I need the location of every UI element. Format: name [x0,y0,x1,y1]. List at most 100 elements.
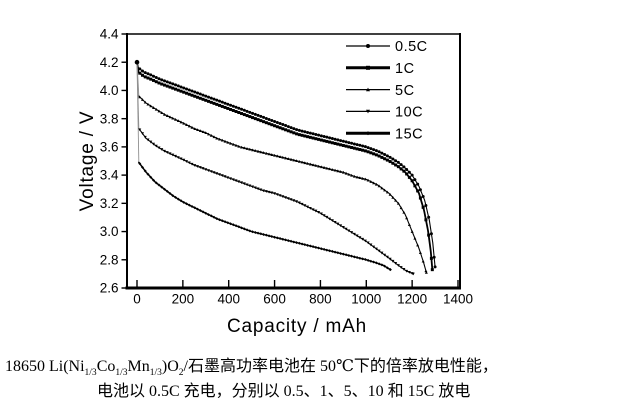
data-marker [319,165,323,169]
data-marker [355,147,359,151]
data-marker [143,75,147,79]
data-marker [168,85,172,89]
series-curve-5c [136,62,428,274]
data-marker [405,269,409,273]
data-marker [333,168,337,172]
data-marker [278,126,282,130]
data-marker [248,115,252,119]
data-marker [284,128,288,132]
data-marker [388,268,392,272]
data-marker [284,156,288,160]
x-tick-label: 0 [133,292,141,307]
data-marker [154,80,158,84]
data-marker [218,103,222,107]
data-marker [352,174,356,178]
data-marker [201,167,205,170]
legend-entry-0.5c: 0.5C [346,39,427,55]
legend-marker [366,44,370,48]
data-marker [226,106,230,110]
data-marker [201,210,205,214]
data-marker [207,213,211,217]
data-marker [196,91,200,95]
data-marker [237,225,241,229]
data-marker [256,113,260,117]
data-marker [193,164,197,167]
data-marker [317,137,321,141]
data-marker [380,186,384,190]
data-marker [289,130,293,134]
data-marker [355,143,359,147]
data-marker [391,157,395,161]
data-marker [174,195,178,199]
data-marker [198,209,202,212]
data-marker [138,71,142,75]
data-marker [160,185,164,189]
data-marker [300,133,304,137]
data-marker [303,243,307,247]
data-marker [325,215,329,219]
data-marker [152,78,156,82]
legend-marker [366,109,370,114]
data-marker [168,152,172,156]
x-tick-label: 1000 [351,292,381,307]
data-marker [179,157,183,161]
data-marker [341,226,345,229]
data-marker [201,130,205,134]
data-marker [374,261,378,265]
data-marker [223,220,227,224]
y-tick-label: 3.4 [100,168,119,183]
data-marker [374,182,378,186]
data-marker [231,178,235,182]
data-marker [297,133,301,137]
data-marker [259,119,263,123]
data-marker [369,180,373,183]
data-marker [418,196,422,200]
data-marker [275,125,279,129]
data-marker [433,265,437,269]
data-marker [141,73,144,77]
data-marker [138,128,142,132]
legend-entry-10c: 10C [346,105,423,121]
data-marker [383,264,387,268]
data-marker [149,73,153,77]
data-marker [410,173,414,177]
data-marker [209,214,213,218]
data-marker [430,268,434,272]
data-marker [229,222,233,226]
data-marker [330,249,334,253]
data-marker [267,122,271,126]
data-marker [146,172,150,176]
data-marker [399,206,403,210]
data-marker [405,216,409,220]
data-marker [163,187,167,191]
data-marker [264,233,268,237]
data-marker [185,160,189,163]
data-marker [182,158,186,162]
data-marker [193,90,197,94]
data-marker [391,195,395,199]
data-marker [273,192,277,195]
data-marker [347,253,351,257]
data-marker [240,181,244,185]
data-marker [207,132,211,136]
data-marker [341,143,345,147]
data-marker [418,251,422,254]
data-marker [190,125,194,129]
data-marker [306,243,310,247]
data-marker [152,178,156,182]
data-marker [361,257,365,261]
data-marker [388,257,392,261]
data-marker [270,118,274,122]
caption-text-segment: )O [161,358,179,375]
data-marker [157,77,161,81]
data-marker [325,248,329,252]
data-marker [149,104,153,108]
data-marker [333,137,337,141]
data-marker [165,151,169,154]
data-marker [319,134,323,138]
data-marker [207,95,211,99]
x-tick-label: 600 [263,292,286,307]
data-marker [350,146,354,150]
data-marker [215,172,219,176]
data-marker [424,203,428,207]
